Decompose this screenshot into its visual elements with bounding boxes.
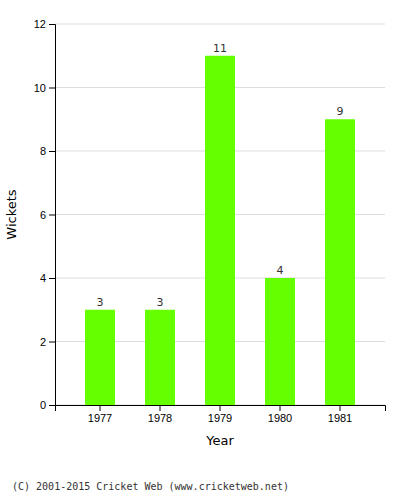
y-tick-mark <box>49 342 55 343</box>
x-tick: 1980 <box>268 405 292 424</box>
x-axis: 1977 1978 1979 1980 1981 <box>56 405 386 424</box>
y-tick-mark <box>49 278 55 279</box>
y-axis-title: Wickets <box>4 189 19 239</box>
x-tick-label: 1981 <box>328 412 352 424</box>
x-tick: 1981 <box>328 405 352 424</box>
x-tick-mark <box>100 405 101 411</box>
plot-area: 3 3 11 4 9 1977 1978 1979 1980 1981 0 2 4 6 8 10 12 <box>34 18 386 424</box>
bar <box>325 119 355 405</box>
x-axis-line <box>56 406 386 412</box>
x-tick: 1977 <box>88 405 112 424</box>
y-tick-mark <box>49 215 55 216</box>
y-tick: 10 <box>34 82 55 94</box>
y-tick-label: 8 <box>40 145 46 157</box>
x-tick-label: 1980 <box>268 412 292 424</box>
y-tick: 2 <box>40 336 55 348</box>
y-tick-mark <box>49 151 55 152</box>
y-tick-mark <box>49 88 55 89</box>
data-label: 4 <box>277 264 284 277</box>
data-label: 3 <box>97 296 104 309</box>
x-tick-mark <box>220 405 221 411</box>
x-axis-title: Year <box>205 433 234 448</box>
y-tick: 12 <box>34 18 55 30</box>
footer: (C) 2001-2015 Cricket Web (www.cricketwe… <box>12 481 289 492</box>
data-label: 9 <box>337 105 344 118</box>
y-tick: 8 <box>40 145 55 157</box>
bar <box>145 310 175 405</box>
chart-svg: 3 3 11 4 9 1977 1978 1979 1980 1981 0 2 4 6 8 10 12 Year W… <box>0 0 400 500</box>
bar <box>205 56 235 405</box>
bars <box>85 56 355 405</box>
y-tick-label: 6 <box>40 209 46 221</box>
data-label: 11 <box>213 42 227 55</box>
x-tick-label: 1979 <box>208 412 232 424</box>
x-tick-mark <box>340 405 341 411</box>
y-axis-line <box>49 25 56 406</box>
bar <box>85 310 115 405</box>
bar <box>265 278 295 405</box>
x-tick-mark <box>280 405 281 411</box>
grid-line <box>55 24 385 25</box>
grid <box>55 24 385 405</box>
y-tick-label: 10 <box>34 82 46 94</box>
x-tick: 1978 <box>148 405 172 424</box>
data-label: 3 <box>157 296 164 309</box>
y-tick-label: 12 <box>34 18 46 30</box>
y-tick: 0 <box>40 399 55 411</box>
y-tick-label: 4 <box>40 272 46 284</box>
data-labels: 3 3 11 4 9 <box>97 42 344 309</box>
y-tick-label: 0 <box>40 399 46 411</box>
x-tick-label: 1978 <box>148 412 172 424</box>
x-tick-mark <box>160 405 161 411</box>
y-tick: 6 <box>40 209 55 221</box>
y-tick: 4 <box>40 272 55 284</box>
y-tick-mark <box>49 24 55 25</box>
chart-container: 3 3 11 4 9 1977 1978 1979 1980 1981 0 2 4 6 8 10 12 Year W… <box>0 0 400 500</box>
x-tick-label: 1977 <box>88 412 112 424</box>
y-axis: 0 2 4 6 8 10 12 <box>34 18 56 411</box>
y-tick-label: 2 <box>40 336 46 348</box>
x-tick: 1979 <box>208 405 232 424</box>
y-tick-mark <box>49 405 55 406</box>
